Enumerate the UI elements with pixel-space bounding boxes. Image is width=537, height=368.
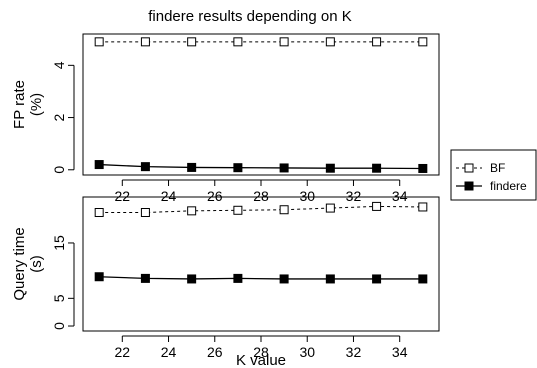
series-findere-point [140,162,150,172]
series-findere-point [187,162,197,172]
series-findere-point [233,273,243,283]
x-tick-label: 30 [299,344,315,360]
x-tick-label: 30 [299,188,315,204]
y-axis-label: (s) [28,255,45,273]
series-findere-point [325,274,335,284]
series-bf-point [279,205,289,215]
x-tick-label: 32 [346,344,362,360]
series-bf-point [279,37,289,47]
x-tick-label: 24 [161,188,177,204]
series-bf-point [325,37,335,47]
series-bf-point [187,37,197,47]
x-tick-label: 24 [161,344,177,360]
y-tick-label: 2 [51,113,67,121]
x-tick-label: 26 [207,188,223,204]
series-findere-line [99,163,423,170]
y-tick-label: 0 [51,166,67,174]
legend-bf-label: BF [490,161,505,175]
y-tick-label: 5 [51,294,67,302]
chart-title: findere results depending on K [148,8,351,25]
series-bf-point [187,206,197,216]
series-bf-point [418,202,428,212]
legend-findere-marker [464,181,474,191]
x-tick-label: 32 [346,188,362,204]
x-tick-label: 22 [115,188,131,204]
series-findere-point [418,163,428,173]
legend-bf-marker [464,163,474,173]
x-tick-label: 26 [207,344,223,360]
query-time-panel: 0 5 15 22 24 26 28 30 32 34 Query time (s) K value [11,196,440,368]
legend: BF findere [450,149,537,201]
series-findere-point [279,274,289,284]
x-tick-label: 28 [253,188,269,204]
series-findere-point [325,163,335,173]
series-findere-point [418,274,428,284]
series-bf-point [233,205,243,215]
series-bf-point [94,37,104,47]
series-findere-point [94,160,104,170]
y-axis-label: Query time [11,227,28,300]
legend-box [450,149,537,201]
series-bf-point [94,208,104,218]
plot-frame [82,33,440,176]
series-findere-point [140,273,150,283]
plot-frame [82,196,440,332]
y-tick-label: 15 [51,235,67,251]
series-bf-point [418,37,428,47]
y-tick-label: 4 [51,61,67,69]
series-bf-point [140,208,150,218]
series-findere-point [233,163,243,173]
y-axis-label: (%) [28,93,45,116]
x-tick-label: 34 [392,188,408,204]
series-bf-point [372,37,382,47]
series-findere-point [372,274,382,284]
y-axis-label: FP rate [11,80,28,129]
x-tick-label: 34 [392,344,408,360]
series-bf-point [233,37,243,47]
series-bf-point [140,37,150,47]
series-findere-point [372,163,382,173]
series-bf-point [325,203,335,213]
x-tick-label: 22 [115,344,131,360]
series-bf-point [372,201,382,211]
y-tick-label: 0 [51,322,67,330]
series-findere-point [279,163,289,173]
series-findere-line [99,276,423,280]
legend-findere-label: findere [490,179,527,193]
x-axis-label: K value [236,352,286,368]
x-tick-label: 28 [253,344,269,360]
series-findere-point [187,274,197,284]
series-findere-point [94,272,104,282]
